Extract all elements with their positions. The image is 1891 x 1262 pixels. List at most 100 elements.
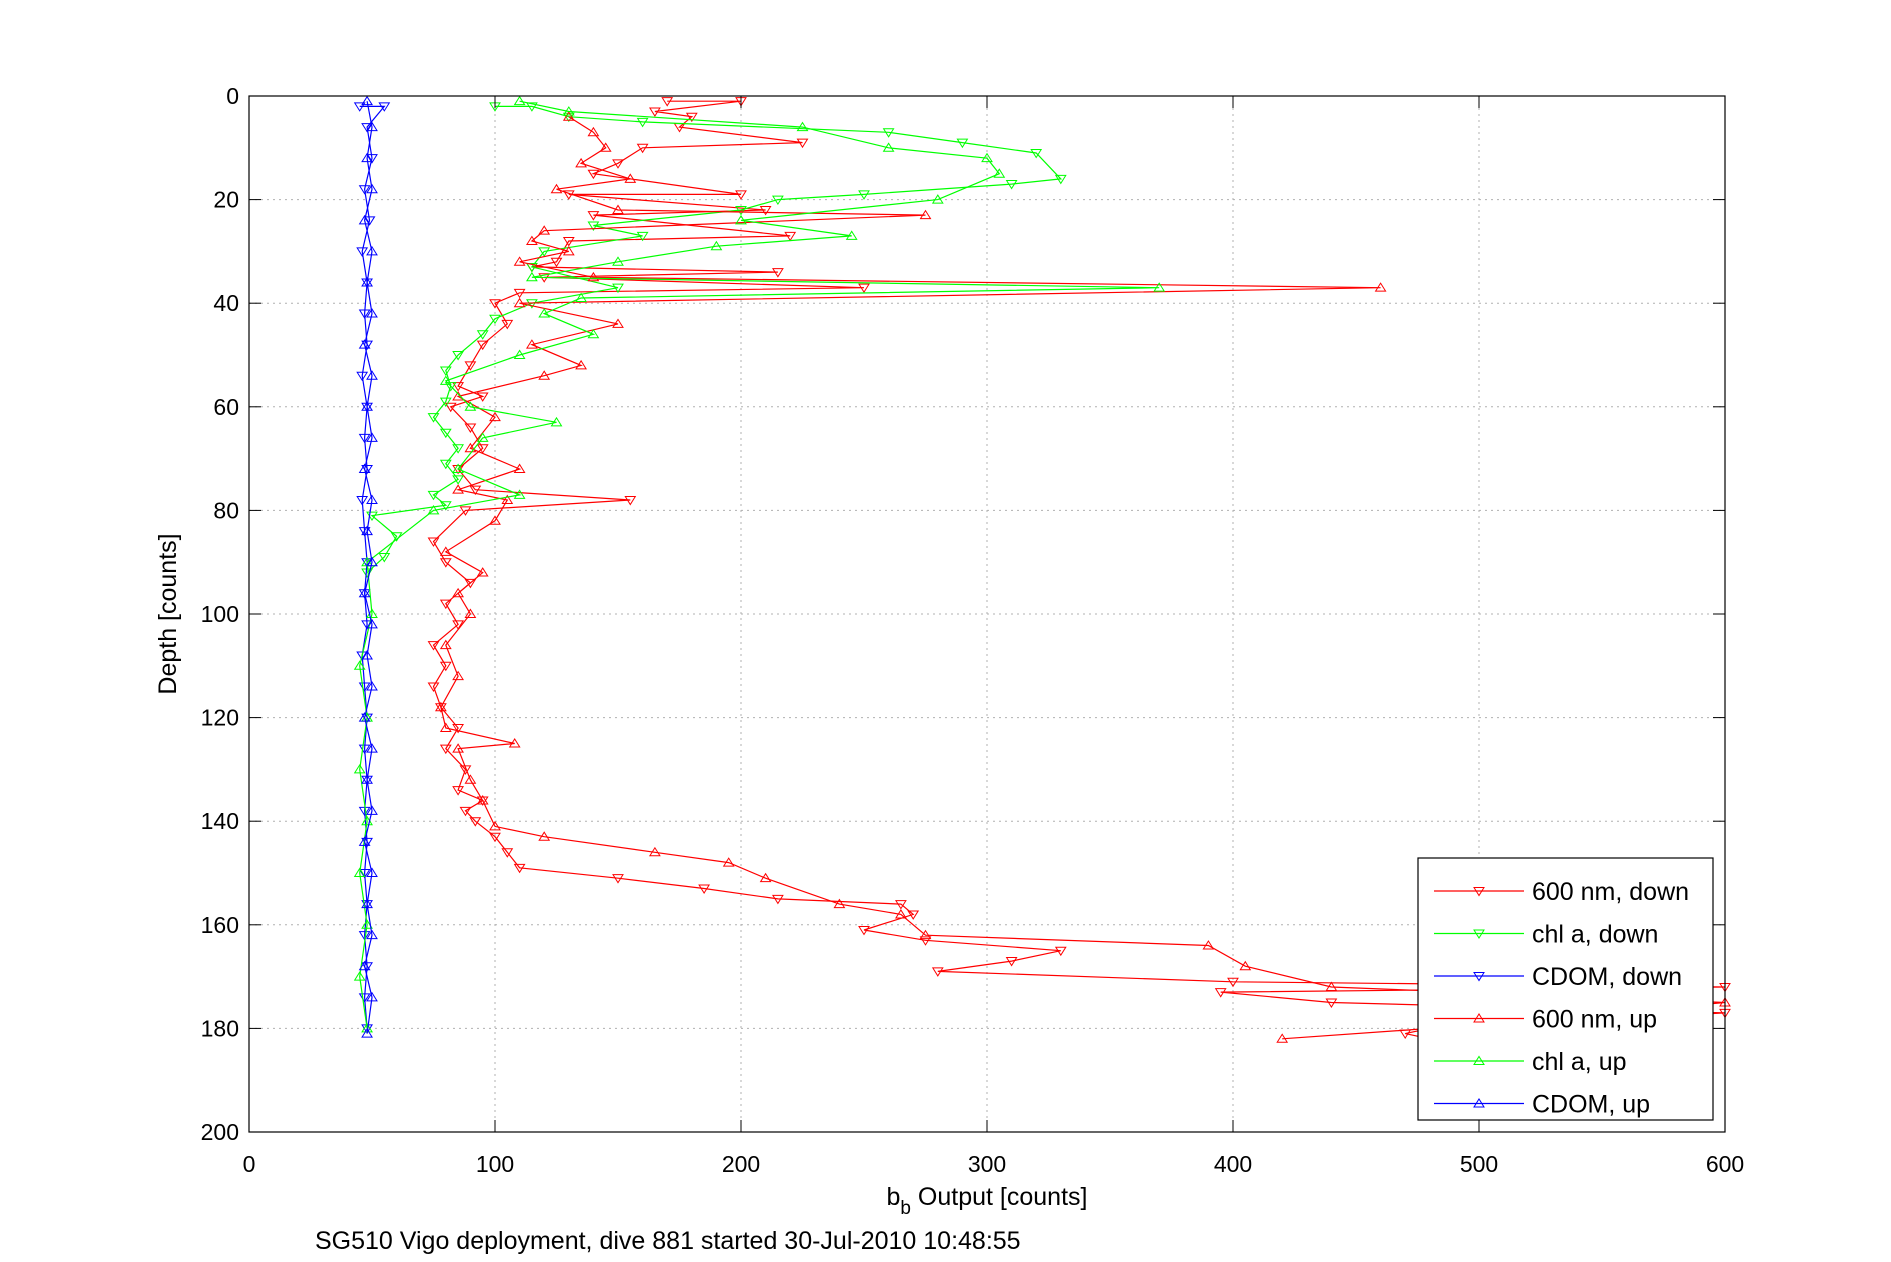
- data-point: [439, 599, 452, 610]
- data-point: [366, 991, 378, 1002]
- data-point: [1202, 940, 1215, 950]
- data-point: [353, 102, 366, 112]
- data-point: [771, 268, 784, 278]
- data-point: [361, 558, 373, 568]
- data-point: [931, 967, 944, 977]
- data-point: [735, 205, 747, 216]
- data-point: [358, 712, 371, 722]
- data-point: [361, 649, 373, 660]
- y-axis-label: Depth [counts]: [154, 533, 182, 694]
- data-point: [624, 173, 637, 183]
- data-point: [489, 832, 501, 843]
- data-point: [353, 971, 366, 981]
- data-point: [612, 204, 624, 214]
- data-point: [796, 121, 809, 132]
- data-point: [858, 190, 870, 200]
- data-point: [366, 494, 378, 505]
- data-point: [1325, 981, 1338, 991]
- data-point: [361, 123, 373, 133]
- data-point: [439, 397, 452, 408]
- data-point: [587, 271, 600, 282]
- data-point: [452, 587, 465, 598]
- data-point: [513, 95, 526, 106]
- data-point: [489, 314, 501, 325]
- data-point: [636, 117, 649, 128]
- x-tick-label: 0: [243, 1151, 256, 1177]
- data-point: [1030, 148, 1043, 159]
- data-point: [452, 475, 465, 485]
- y-tick-label: 0: [226, 83, 239, 109]
- data-point: [452, 620, 465, 630]
- data-point: [353, 867, 366, 877]
- x-tick-label: 300: [968, 1151, 1006, 1177]
- data-point: [771, 195, 784, 206]
- series-0: [427, 97, 1731, 1045]
- data-point: [931, 194, 944, 204]
- data-point: [464, 578, 477, 589]
- data-point: [439, 459, 452, 470]
- data-point: [378, 102, 391, 112]
- data-point: [476, 795, 489, 805]
- data-point: [459, 806, 472, 817]
- data-point: [444, 382, 457, 392]
- data-point: [439, 375, 452, 385]
- data-point: [562, 111, 575, 121]
- data-point: [1005, 957, 1018, 967]
- data-point: [427, 682, 440, 692]
- data-point: [981, 152, 993, 163]
- data-point: [439, 558, 452, 568]
- data-point: [489, 820, 501, 831]
- legend-item: CDOM, down: [1434, 963, 1682, 991]
- data-point: [919, 209, 932, 220]
- data-point: [358, 960, 371, 971]
- data-point: [513, 288, 526, 299]
- data-point: [452, 786, 465, 796]
- data-point: [735, 214, 747, 225]
- data-point: [434, 701, 447, 712]
- data-point: [1054, 174, 1067, 185]
- data-point: [501, 319, 514, 330]
- data-point: [636, 143, 649, 154]
- data-point: [361, 898, 373, 909]
- legend-marker: [1473, 887, 1485, 897]
- data-point: [439, 722, 452, 732]
- data-point: [358, 587, 371, 598]
- data-point: [858, 925, 870, 936]
- data-point: [366, 183, 378, 194]
- data-point: [538, 831, 551, 841]
- data-point: [464, 442, 477, 453]
- data-point: [956, 138, 969, 149]
- data-point: [587, 211, 600, 221]
- data-point: [525, 339, 538, 349]
- data-point: [464, 423, 477, 433]
- data-point: [366, 805, 378, 815]
- legend-marker: [1473, 929, 1485, 939]
- x-axis-label-rest: Output [counts]: [911, 1183, 1088, 1211]
- data-point: [1054, 946, 1067, 957]
- data-point: [452, 382, 465, 392]
- data-point: [452, 351, 465, 361]
- data-point: [796, 138, 809, 149]
- data-point: [427, 641, 440, 651]
- data-point: [452, 463, 465, 473]
- legend-marker: [1473, 1098, 1485, 1108]
- series-line: [359, 105, 386, 1029]
- data-point: [452, 444, 465, 454]
- data-point: [993, 168, 1006, 178]
- data-point: [1325, 998, 1338, 1008]
- data-point: [434, 703, 447, 713]
- legend-box: [1417, 857, 1714, 1121]
- data-point: [358, 463, 371, 473]
- data-point: [427, 504, 440, 515]
- data-point: [685, 112, 698, 123]
- data-point: [427, 413, 440, 423]
- data-point: [513, 297, 526, 308]
- legend-label: chl a, down: [1532, 921, 1658, 949]
- data-point: [452, 743, 465, 753]
- data-point: [476, 330, 489, 340]
- data-point: [361, 1028, 373, 1038]
- caption: SG510 Vigo deployment, dive 881 started …: [315, 1227, 1021, 1255]
- ticks: 0 100 200 300 400 500 600 0 20 40 60 80 100 120 140 160…: [201, 83, 1745, 1177]
- data-point: [501, 494, 514, 505]
- data-point: [562, 190, 575, 200]
